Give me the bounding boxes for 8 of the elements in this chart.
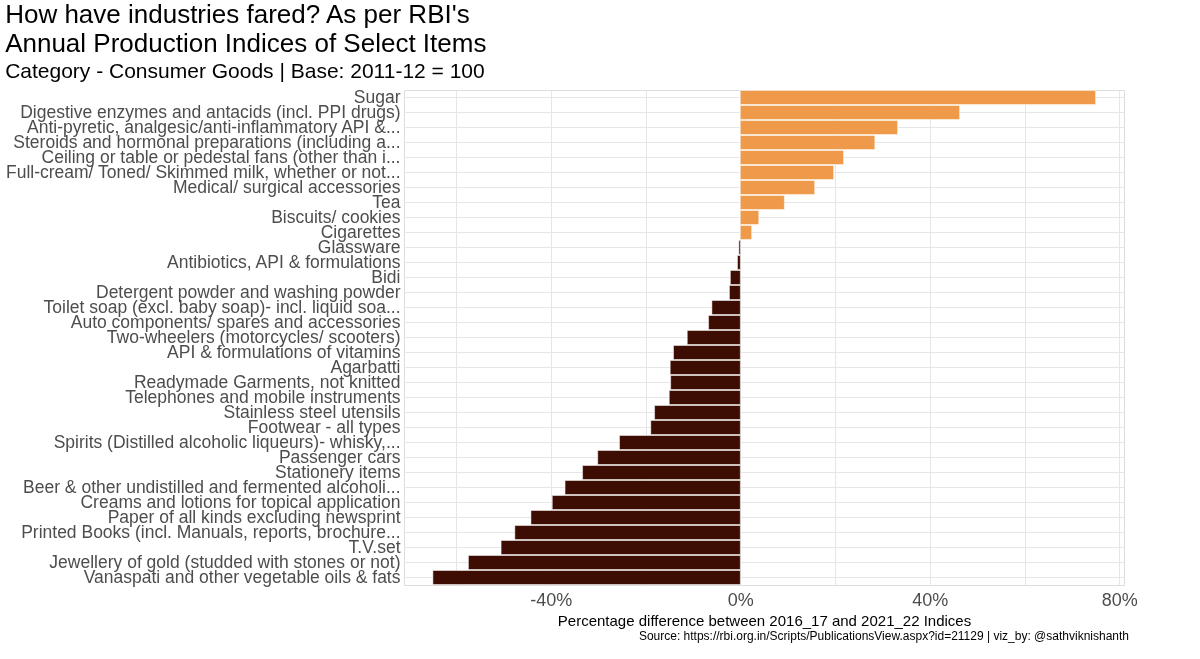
x-tick-label: 80% [1101, 589, 1138, 610]
x-tick-label: -40% [530, 589, 573, 610]
x-axis-title: Percentage difference between 2016_17 and 2021_22 Indices [557, 611, 972, 629]
source-note: Source: https://rbi.org.in/Scripts/PublicationsView.aspx?id=21129 | viz_by: @sathviknishanth [638, 629, 1129, 643]
chart-subtitle: Category - Consumer Goods | Base: 2011-12 = 100 [5, 59, 485, 82]
chart-title: How have industries fared? As per RBI's Annual Production Indices of Select Items [5, 0, 487, 58]
x-tick-label: 40% [912, 589, 949, 610]
x-tick-label: 0% [727, 589, 754, 610]
